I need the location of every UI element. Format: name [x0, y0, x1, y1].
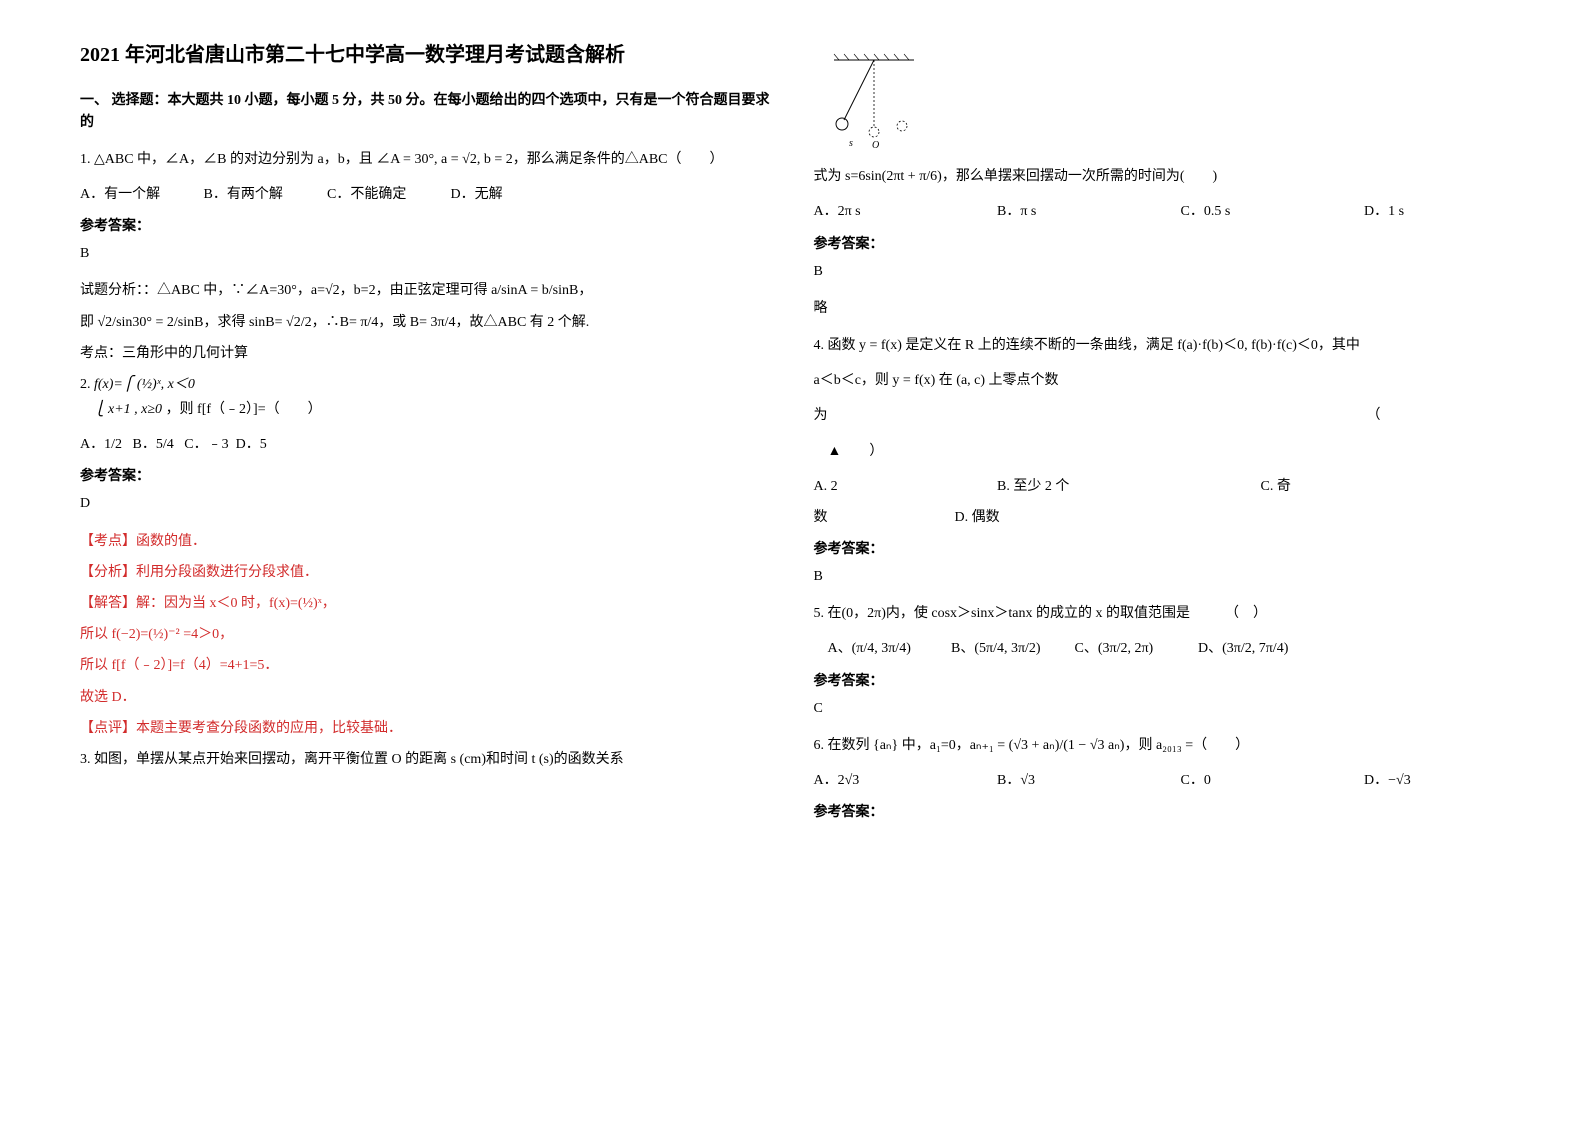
q3-stem-part1: 3. 如图，单摆从某点开始来回摆动，离开平衡位置 O 的距离 s (cm)和时间… — [80, 747, 774, 772]
right-column: s O 式为 s=6sin(2πt + π/6)，那么单摆来回摆动一次所需的时间… — [794, 40, 1528, 1082]
q2-fx-label: 【分析】 — [80, 565, 136, 580]
q3-opt-b: B．π s — [997, 199, 1177, 224]
svg-text:s: s — [849, 138, 853, 149]
q1-opt-b: B．有两个解 — [204, 182, 324, 207]
q2-jd4: 故选 D． — [80, 685, 774, 710]
q2-answer-label: 参考答案： — [80, 465, 774, 485]
q2-stem: 2. f(x)=⎧ (½)ˣ, x＜0 ⎩ x+1 , x≥0 ，则 f[f（﹣… — [80, 372, 774, 422]
q4-options-line2: 数 D. 偶数 — [814, 505, 1508, 530]
q2-piecewise-2: ⎩ x+1 , x≥0 — [91, 402, 163, 417]
q2-stem-pre: 2. — [80, 377, 91, 392]
q5-opt-a: A、(π/4, 3π/4) — [828, 636, 948, 661]
q4-answer: B — [814, 564, 1508, 589]
q2-jd-label: 【解答】 — [80, 596, 136, 611]
q2-fx: 【分析】利用分段函数进行分段求值． — [80, 560, 774, 585]
exam-title: 2021 年河北省唐山市第二十七中学高一数学理月考试题含解析 — [80, 40, 774, 70]
q6-opt-d: D．−√3 — [1364, 773, 1411, 788]
q2-opt-a: A．1/2 — [80, 437, 122, 452]
q4-opt-a: A. 2 — [814, 474, 994, 499]
svg-text:O: O — [872, 140, 879, 150]
q1-stem: 1. △ABC 中，∠A，∠B 的对边分别为 a，b，且 ∠A = 30°, a… — [80, 147, 774, 172]
q1-answer-label: 参考答案： — [80, 215, 774, 235]
q6-options: A．2√3 B．√3 C．0 D．−√3 — [814, 768, 1508, 793]
q2-answer: D — [80, 491, 774, 516]
q2-piecewise-1: f(x)=⎧ (½)ˣ, x＜0 — [94, 377, 195, 392]
q4-opt-d: D. 偶数 — [955, 510, 1000, 525]
q2-kp: 【考点】函数的值． — [80, 529, 774, 554]
q3-opt-d: D．1 s — [1364, 204, 1404, 219]
q3-opt-a: A．2π s — [814, 199, 994, 224]
q5-opt-b: B、(5π/4, 3π/2) — [951, 636, 1071, 661]
q2-jd1: 【解答】解：因为当 x＜0 时，f(x)=(½)ˣ， — [80, 591, 774, 616]
q4-stem-4: ▲ ） — [814, 439, 1508, 464]
q2-options: A．1/2 B．5/4 C．﹣3 D．5 — [80, 432, 774, 457]
q4-stem-3: 为 （ — [814, 403, 1508, 428]
left-column: 2021 年河北省唐山市第二十七中学高一数学理月考试题含解析 一、 选择题：本大… — [60, 40, 794, 1082]
q2-dp-text: 本题主要考查分段函数的应用，比较基础． — [136, 721, 402, 736]
q4-opt-c2: 数 — [814, 510, 828, 525]
q2-dp-label: 【点评】 — [80, 721, 136, 736]
q6-opt-b: B．√3 — [997, 768, 1177, 793]
q2-jd2: 所以 f(−2)=(½)⁻² =4＞0， — [80, 622, 774, 647]
q2-opt-d: D．5 — [236, 437, 267, 452]
q2-stem-post: ，则 f[f（﹣2）]=（ ） — [166, 402, 322, 417]
q5-opt-d: D、(3π/2, 7π/4) — [1198, 636, 1318, 661]
pendulum-diagram: s O — [824, 50, 1508, 154]
q6-answer-label: 参考答案： — [814, 801, 1508, 821]
q1-explain-3: 考点：三角形中的几何计算 — [80, 341, 774, 366]
section-1-heading: 一、 选择题：本大题共 10 小题，每小题 5 分，共 50 分。在每小题给出的… — [80, 90, 774, 135]
q3-answer: B — [814, 259, 1508, 284]
q4-options-line1: A. 2 B. 至少 2 个 C. 奇 — [814, 474, 1508, 499]
q5-opt-c: C、(3π/2, 2π) — [1075, 636, 1195, 661]
q6-opt-c: C．0 — [1181, 768, 1361, 793]
q2-opt-b: B．5/4 — [133, 437, 174, 452]
q4-answer-label: 参考答案： — [814, 538, 1508, 558]
q2-opt-c: C．﹣3 — [184, 437, 228, 452]
q3-opt-c: C．0.5 s — [1181, 199, 1361, 224]
q6-opt-a: A．2√3 — [814, 768, 994, 793]
q2-fx-text: 利用分段函数进行分段求值． — [136, 565, 318, 580]
q5-stem: 5. 在(0，2π)内，使 cosx＞sinx＞tanx 的成立的 x 的取值范… — [814, 601, 1508, 626]
q4-opt-c: C. 奇 — [1261, 479, 1291, 494]
q4-opt-b: B. 至少 2 个 — [997, 474, 1257, 499]
q3-options: A．2π s B．π s C．0.5 s D．1 s — [814, 199, 1508, 224]
q2-jd3: 所以 f[f（﹣2）]=f（4）=4+1=5． — [80, 653, 774, 678]
q1-explain-1: 试题分析：：△ABC 中，∵∠A=30°，a=√2，b=2，由正弦定理可得 a/… — [80, 278, 774, 303]
q1-explain-2: 即 √2/sin30° = 2/sinB，求得 sinB= √2/2，∴B= π… — [80, 310, 774, 335]
q3-stem-part2: 式为 s=6sin(2πt + π/6)，那么单摆来回摆动一次所需的时间为( ) — [814, 164, 1508, 189]
q3-answer-label: 参考答案： — [814, 233, 1508, 253]
q5-options: A、(π/4, 3π/4) B、(5π/4, 3π/2) C、(3π/2, 2π… — [814, 636, 1508, 661]
pendulum-svg: s O — [824, 50, 934, 150]
q5-answer: C — [814, 696, 1508, 721]
q3-explain: 略 — [814, 296, 1508, 321]
q1-options: A．有一个解 B．有两个解 C．不能确定 D．无解 — [80, 182, 774, 207]
q1-opt-c: C．不能确定 — [327, 182, 447, 207]
q2-jd1-text: 解：因为当 x＜0 时，f(x)=(½)ˣ， — [136, 596, 336, 611]
q1-opt-a: A．有一个解 — [80, 182, 200, 207]
q2-dp: 【点评】本题主要考查分段函数的应用，比较基础． — [80, 716, 774, 741]
q1-answer: B — [80, 241, 774, 266]
q5-answer-label: 参考答案： — [814, 670, 1508, 690]
q6-stem: 6. 在数列 {aₙ} 中，a₁=0，aₙ₊₁ = (√3 + aₙ)/(1 −… — [814, 733, 1508, 758]
q4-stem-2: a＜b＜c，则 y = f(x) 在 (a, c) 上零点个数 — [814, 368, 1508, 393]
q2-kp-label: 【考点】 — [80, 534, 136, 549]
q4-stem-1: 4. 函数 y = f(x) 是定义在 R 上的连续不断的一条曲线，满足 f(a… — [814, 333, 1508, 358]
q1-opt-d: D．无解 — [451, 182, 571, 207]
q2-kp-text: 函数的值． — [136, 534, 206, 549]
